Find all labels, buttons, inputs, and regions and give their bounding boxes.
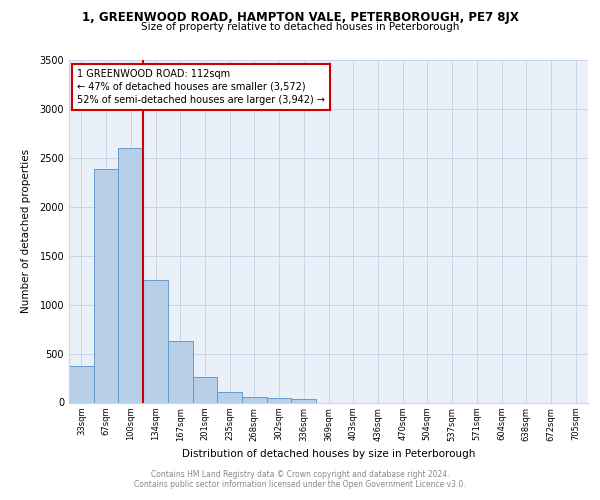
Text: 1, GREENWOOD ROAD, HAMPTON VALE, PETERBOROUGH, PE7 8JX: 1, GREENWOOD ROAD, HAMPTON VALE, PETERBO… [82,11,518,24]
Bar [267,398,292,402]
X-axis label: Distribution of detached houses by size in Peterborough: Distribution of detached houses by size … [182,449,475,459]
Y-axis label: Number of detached properties: Number of detached properties [21,149,31,314]
Bar [118,148,143,403]
Text: Contains HM Land Registry data © Crown copyright and database right 2024.
Contai: Contains HM Land Registry data © Crown c… [134,470,466,489]
Text: 1 GREENWOOD ROAD: 112sqm
← 47% of detached houses are smaller (3,572)
52% of sem: 1 GREENWOOD ROAD: 112sqm ← 47% of detach… [77,68,325,105]
Bar [217,392,242,402]
Bar [168,341,193,402]
Bar [69,366,94,402]
Bar [193,377,217,402]
Text: Size of property relative to detached houses in Peterborough: Size of property relative to detached ho… [141,22,459,32]
Bar [242,397,267,402]
Bar [94,168,118,402]
Bar [292,399,316,402]
Bar [143,280,168,402]
